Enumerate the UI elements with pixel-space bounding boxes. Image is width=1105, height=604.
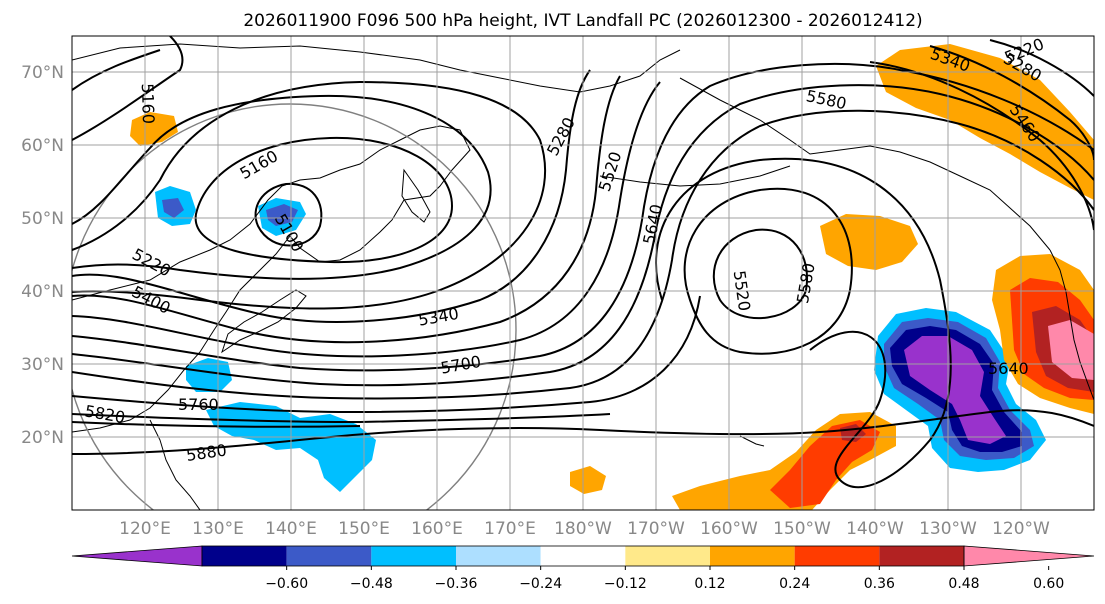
colorbar-box <box>625 546 710 566</box>
coast-kamchatka <box>401 168 431 223</box>
coast-north-asia <box>72 43 681 93</box>
contour-5340 <box>72 69 591 323</box>
colorbar-outline <box>201 545 965 567</box>
colorbar-tick-label: 0.48 <box>948 576 979 592</box>
contour-5760 <box>72 413 611 424</box>
contour-5820 <box>72 421 361 428</box>
lon-label: 170°W <box>627 519 685 539</box>
lon-label: 130°E <box>192 519 244 539</box>
colorbar-box <box>794 546 880 566</box>
map-panel: 5160 5160 5100 5220 5400 5280 5520 5640 … <box>71 35 1095 511</box>
colorbar-extend-low <box>71 545 203 567</box>
colorbar-extend-high <box>963 545 1095 567</box>
figure-title: 2026011900 F096 500 hPa height, IVT Land… <box>243 11 922 31</box>
lon-label: 160°E <box>411 519 463 539</box>
contour-5160-ring <box>194 136 454 264</box>
colorbar-box <box>879 546 964 566</box>
colorbar-tick-label: −0.48 <box>350 576 393 592</box>
neg-patch-sakhalin-core <box>266 204 298 226</box>
neg-patch-kamchatka <box>130 112 178 146</box>
colorbar-tick-label: 0.60 <box>1033 576 1064 592</box>
contour-5340-ne <box>869 61 1094 231</box>
contour-5640-main <box>72 109 1094 400</box>
colorbar-tick-label: −0.24 <box>519 576 562 592</box>
lon-label: 160°W <box>700 519 758 539</box>
lat-label: 70°N <box>21 63 64 83</box>
longitude-labels: 120°E 130°E 140°E 150°E 160°E 170°E 180°… <box>119 519 1050 539</box>
colorbar-box <box>286 546 372 566</box>
lon-label: 140°E <box>265 519 317 539</box>
lon-label: 170°E <box>484 519 536 539</box>
colorbar-box <box>371 546 456 566</box>
pos-patch-gulf-alaska <box>876 44 1094 200</box>
colorbar-box <box>456 546 541 566</box>
lat-label: 30°N <box>21 355 64 375</box>
colorbar-tick-label: −0.12 <box>604 576 647 592</box>
colorbar: −0.60 −0.48 −0.36 −0.24 −0.12 0.12 0.24 0.36 0.4… <box>71 545 1095 592</box>
lon-label: 140°W <box>846 519 904 539</box>
contour-5640-low <box>655 157 952 489</box>
neg-patch-east-pacific-core <box>904 336 1006 444</box>
lon-label: 120°W <box>992 519 1050 539</box>
contour-5460 <box>72 81 661 358</box>
colorbar-box <box>202 546 287 566</box>
colorbar-box <box>710 546 795 566</box>
pc-region-circle <box>72 103 517 510</box>
contour-5700 <box>72 295 701 414</box>
contour-5520-low <box>712 228 808 320</box>
coast-aleutians <box>599 165 791 187</box>
pos-patch-small <box>570 466 606 494</box>
pos-patch-hawaii-south-red <box>770 420 880 508</box>
latitude-labels: 70°N 60°N 50°N 40°N 30°N 20°N <box>21 63 64 448</box>
lon-label: 120°E <box>119 519 171 539</box>
height-contours <box>72 36 1094 489</box>
contour-5220-ne <box>989 39 1094 97</box>
coast-hawaii <box>739 435 765 447</box>
colorbar-tick-label: −0.36 <box>435 576 478 592</box>
colorbar-tick-label: −0.60 <box>265 576 308 592</box>
lon-label: 130°W <box>919 519 977 539</box>
lat-label: 40°N <box>21 282 64 302</box>
contour-5580-main <box>72 84 1094 387</box>
pos-patch-west-coast-pink <box>1048 320 1094 380</box>
contour-label: 5640 <box>988 359 1029 378</box>
contour-5100 <box>254 182 323 247</box>
colorbar-tick-label: 0.24 <box>779 576 810 592</box>
coast-asia <box>72 125 471 433</box>
lat-label: 60°N <box>21 136 64 156</box>
contour-5580-low <box>683 187 853 355</box>
contour-5520-main <box>72 62 1094 372</box>
lon-label: 150°E <box>338 519 390 539</box>
lat-label: 50°N <box>21 209 64 229</box>
neg-patch-east-china <box>186 358 232 392</box>
contour-5400 <box>72 75 621 344</box>
graticule <box>72 36 1094 510</box>
neg-patch-ne-asia-core <box>162 198 184 218</box>
colorbar-box <box>540 546 626 566</box>
contour-label: 5160 <box>138 83 158 124</box>
colorbar-tick-label: 0.36 <box>864 576 895 592</box>
contour-5160-nw <box>72 36 184 141</box>
lat-label: 20°N <box>21 428 64 448</box>
contour-5160-nw2 <box>72 49 161 91</box>
map-frame <box>71 35 1095 511</box>
lon-label: 180°W <box>554 519 612 539</box>
colorbar-tick-label: 0.12 <box>694 576 725 592</box>
lon-label: 150°W <box>773 519 831 539</box>
contour-label: 5760 <box>178 395 219 414</box>
coast-north-america <box>1049 249 1094 401</box>
contour-5220 <box>72 94 492 280</box>
